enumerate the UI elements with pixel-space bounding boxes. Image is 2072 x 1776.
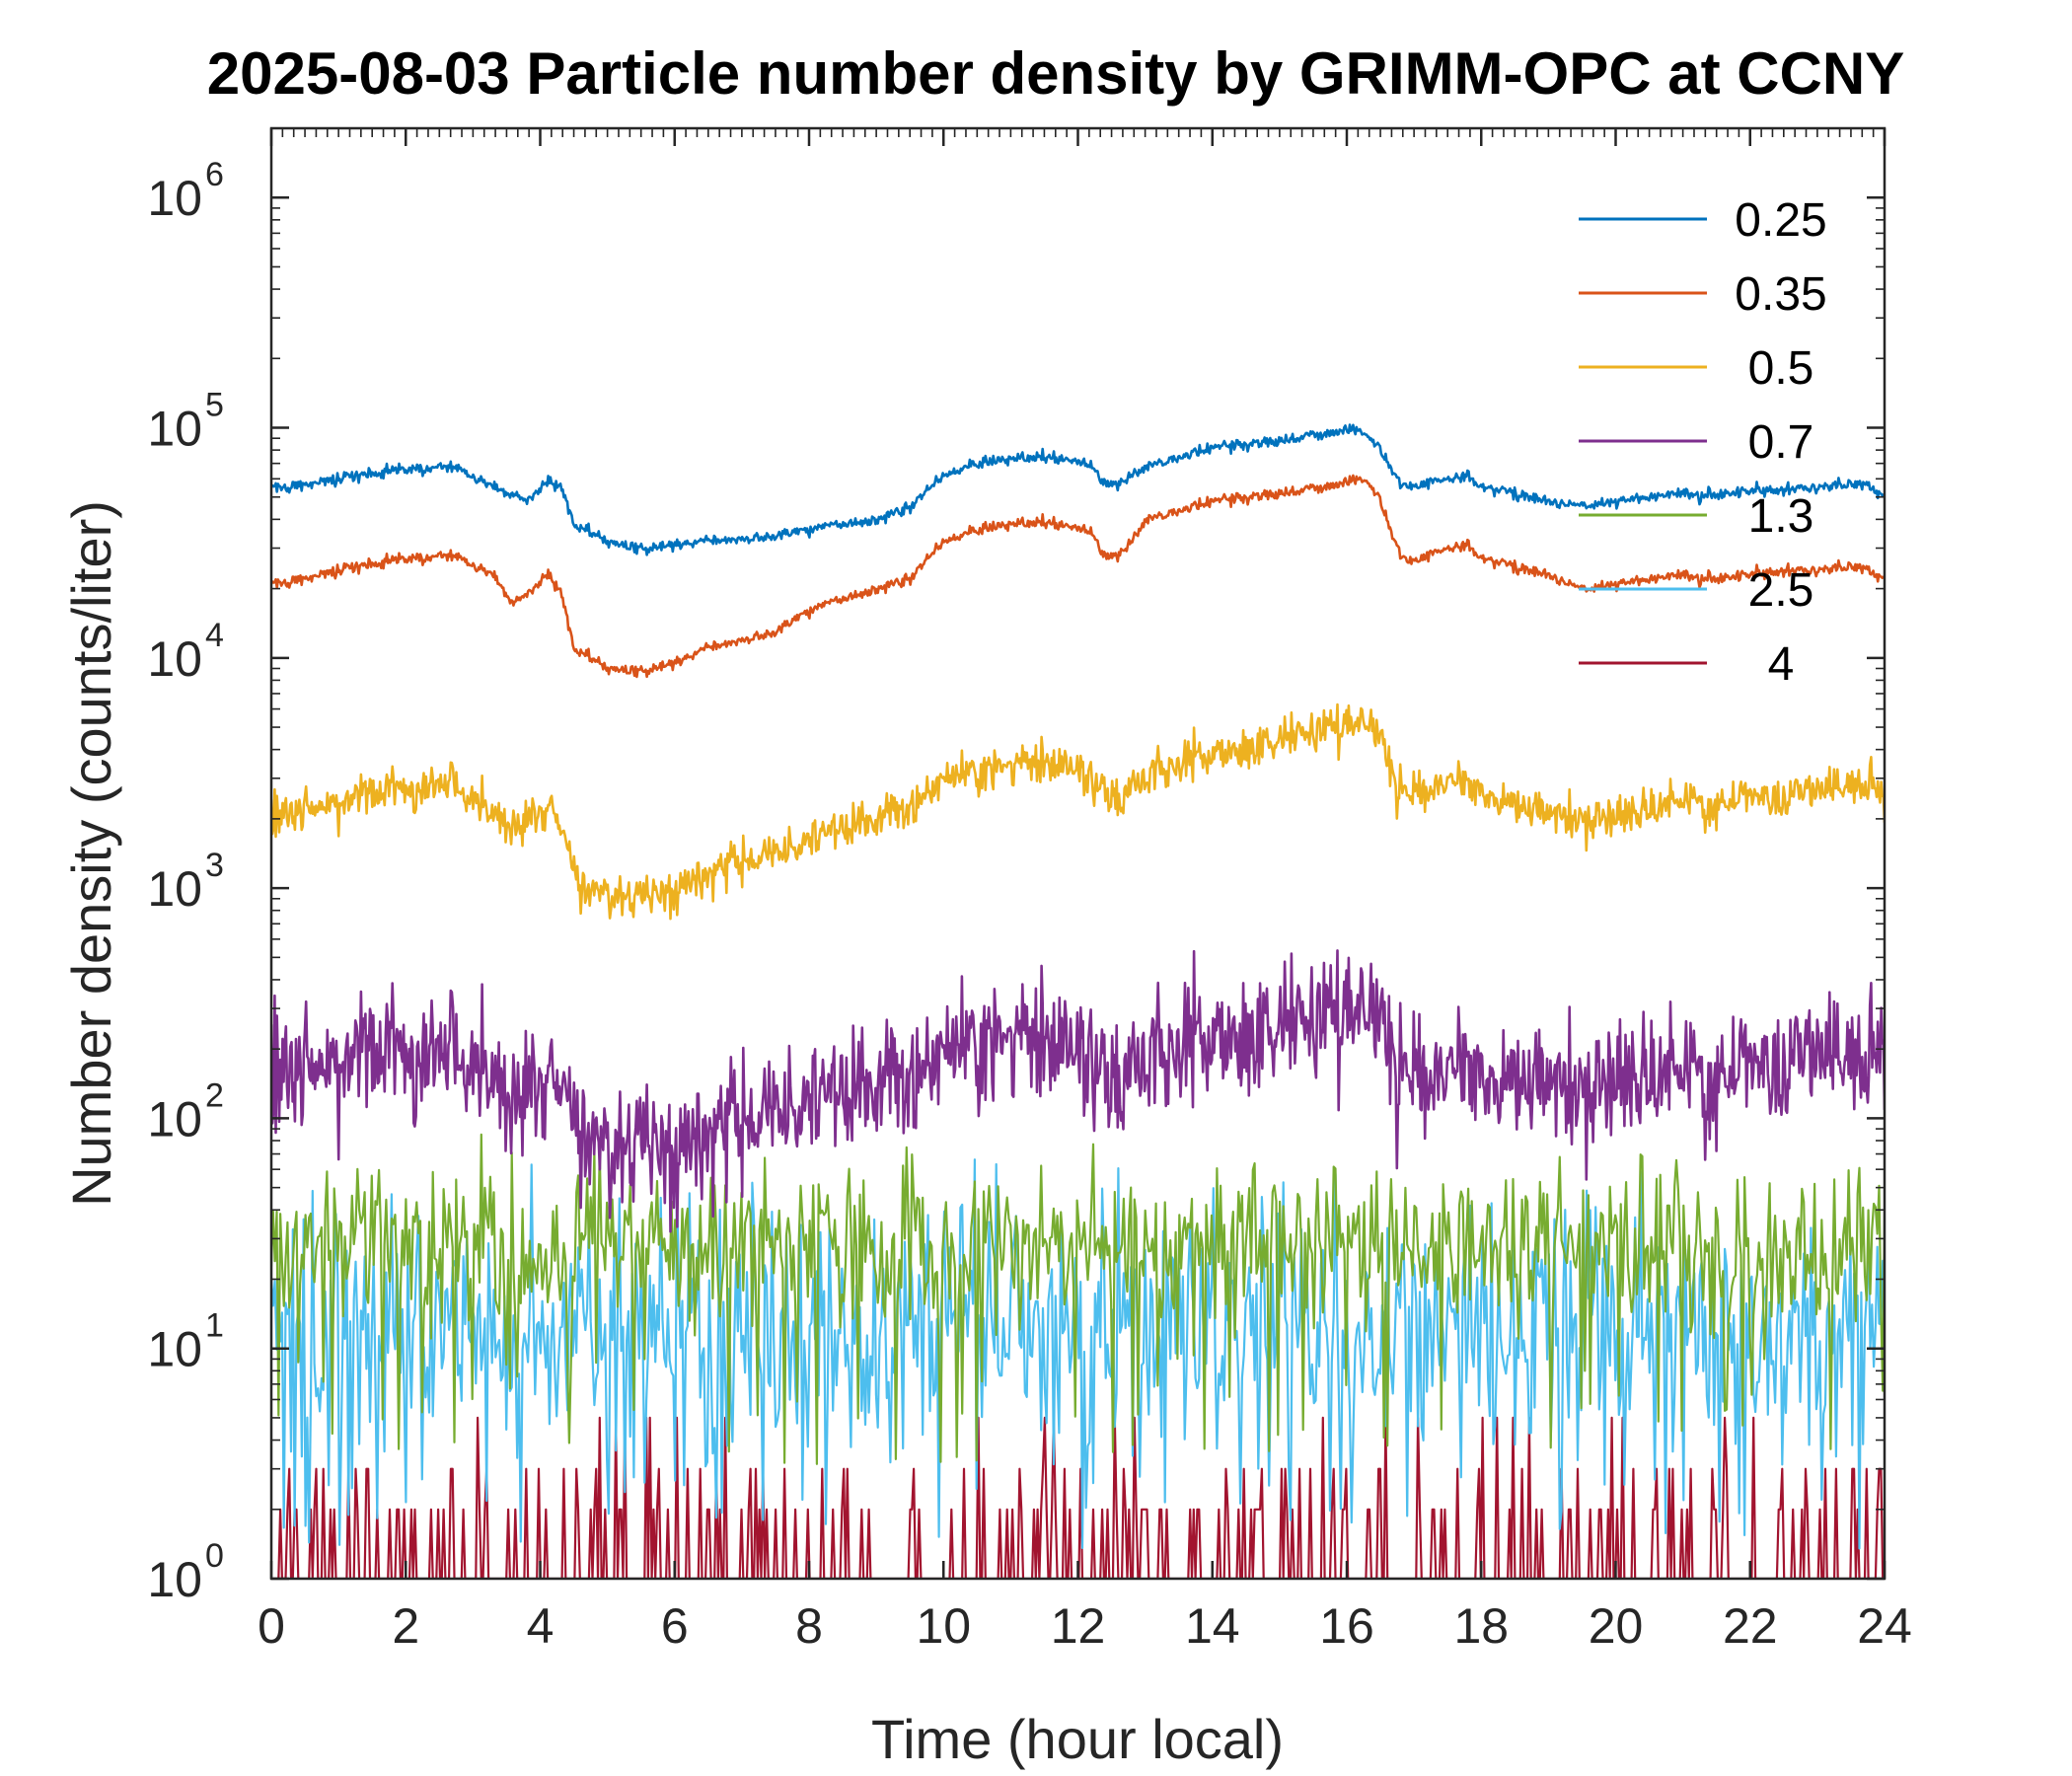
x-tick-label: 16 <box>1319 1598 1374 1654</box>
y-axis-label: Number density (counts/liter) <box>60 500 122 1207</box>
legend-entry: 0.35 <box>1579 268 1827 321</box>
y-tick-label: 10 4 <box>147 617 224 687</box>
x-tick-label: 8 <box>795 1598 823 1654</box>
y-tick-label: 10 5 <box>147 387 224 457</box>
x-tick-label: 0 <box>258 1598 285 1654</box>
x-tick-label: 20 <box>1589 1598 1644 1654</box>
legend-entry: 0.25 <box>1579 194 1827 247</box>
series-line-0-5 <box>271 703 1885 921</box>
legend-entry: 0.5 <box>1579 342 1813 395</box>
legend-entry: 2.5 <box>1579 564 1813 617</box>
y-tick-label: 10 3 <box>147 847 224 917</box>
legend-label: 0.5 <box>1748 342 1814 395</box>
legend-label: 4 <box>1768 638 1795 691</box>
x-axis-label: Time (hour local) <box>871 1708 1284 1770</box>
x-tick-label: 14 <box>1185 1598 1240 1654</box>
legend-label: 0.35 <box>1735 268 1826 321</box>
chart-title: 2025-08-03 Particle number density by GR… <box>207 40 1905 107</box>
y-tick-exponent: 6 <box>205 156 224 193</box>
y-tick-base: 10 <box>147 171 202 226</box>
y-tick-label: 10 0 <box>147 1537 224 1607</box>
y-tick-base: 10 <box>147 631 202 687</box>
legend-label: 1.3 <box>1748 490 1814 543</box>
legend: 0.25 0.35 0.5 0.7 1.3 2.5 4 <box>1579 194 1827 691</box>
y-tick-exponent: 1 <box>205 1307 224 1345</box>
x-tick-label: 24 <box>1857 1598 1912 1654</box>
series-line-0-7 <box>271 949 1885 1233</box>
y-tick-exponent: 0 <box>205 1537 224 1575</box>
x-tick-label: 12 <box>1051 1598 1106 1654</box>
series-line-0-25 <box>271 423 1885 556</box>
y-tick-exponent: 5 <box>205 387 224 424</box>
x-tick-label: 18 <box>1453 1598 1509 1654</box>
y-tick-label: 10 6 <box>147 156 224 226</box>
y-tick-label: 10 2 <box>147 1076 224 1147</box>
series-line-2-5 <box>271 1158 1885 1550</box>
y-tick-label: 10 1 <box>147 1307 224 1377</box>
y-tick-base: 10 <box>147 861 202 917</box>
x-tick-labels: 0 2 4 6 8 10 12 14 16 18 20 22 24 <box>258 1598 1912 1654</box>
y-tick-base: 10 <box>147 1091 202 1147</box>
legend-label: 0.25 <box>1735 194 1826 247</box>
x-tick-label: 22 <box>1723 1598 1778 1654</box>
y-tick-exponent: 4 <box>205 617 224 654</box>
legend-label: 2.5 <box>1748 564 1814 617</box>
y-tick-exponent: 2 <box>205 1076 224 1114</box>
legend-entry: 1.3 <box>1579 490 1813 543</box>
series-line-1-3 <box>271 1133 1885 1465</box>
x-tick-label: 4 <box>527 1598 555 1654</box>
y-tick-base: 10 <box>147 1552 202 1607</box>
y-tick-base: 10 <box>147 402 202 457</box>
legend-label: 0.7 <box>1748 416 1814 469</box>
y-tick-exponent: 3 <box>205 847 224 884</box>
x-tick-label: 10 <box>916 1598 971 1654</box>
y-tick-base: 10 <box>147 1322 202 1377</box>
legend-entry: 0.7 <box>1579 416 1813 469</box>
legend-entry: 4 <box>1579 638 1794 691</box>
x-tick-label: 6 <box>661 1598 689 1654</box>
x-tick-label: 2 <box>392 1598 419 1654</box>
plot-frame <box>269 126 1887 1581</box>
series-line-0-35 <box>271 474 1885 679</box>
